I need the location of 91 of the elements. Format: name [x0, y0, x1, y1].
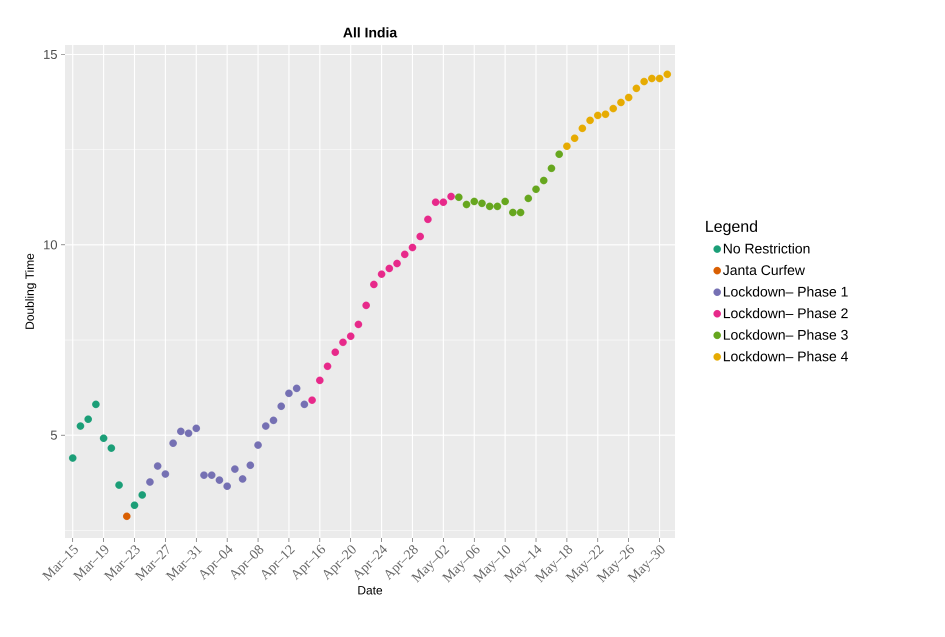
point [238, 475, 246, 483]
y-tick-label: 5 [50, 430, 57, 440]
point [308, 396, 316, 404]
point [516, 208, 524, 216]
point [346, 332, 354, 340]
legend-label: Janta Curfew [723, 264, 805, 276]
point [216, 476, 224, 484]
point [138, 491, 146, 499]
point [246, 461, 254, 470]
point [184, 430, 192, 438]
point [470, 198, 478, 206]
point [316, 376, 324, 384]
point [648, 74, 656, 82]
point [416, 232, 424, 240]
point [154, 462, 162, 470]
point [656, 74, 664, 82]
legend-label: Lockdown– Phase 2 [724, 308, 848, 318]
x-axis-title: Date [358, 586, 382, 594]
point [570, 134, 578, 142]
point [632, 84, 640, 92]
point [68, 454, 77, 462]
y-axis-title: Doubling Time [25, 254, 36, 329]
point [393, 260, 401, 268]
point [177, 428, 185, 436]
point [563, 142, 571, 150]
point [108, 444, 116, 452]
point [292, 384, 300, 392]
point [462, 200, 470, 208]
point [162, 470, 170, 478]
point [285, 390, 293, 398]
legend-label: Lockdown– Phase 4 [724, 351, 848, 362]
point [146, 478, 154, 486]
legend-title: Legend [706, 220, 758, 236]
point [664, 70, 672, 78]
point [115, 481, 123, 489]
y-tick-label: 15 [44, 50, 57, 60]
point [400, 250, 409, 258]
point [555, 150, 563, 158]
point [501, 198, 509, 206]
point [262, 422, 270, 430]
point [362, 302, 370, 310]
point [208, 471, 216, 479]
point [447, 192, 455, 200]
point [432, 198, 440, 206]
chart-title: All India [343, 27, 398, 38]
point [617, 98, 625, 106]
point [192, 424, 200, 432]
point [494, 202, 502, 210]
point [640, 78, 648, 86]
point [254, 441, 262, 449]
point [424, 216, 432, 224]
point [324, 362, 332, 370]
point [624, 94, 632, 102]
point [378, 270, 386, 278]
point [532, 185, 540, 194]
point [578, 124, 586, 132]
point [609, 104, 618, 112]
point [509, 208, 517, 216]
legend-label: No Restriction [724, 243, 810, 254]
point [408, 244, 416, 252]
point [92, 400, 100, 408]
point [339, 338, 347, 346]
point [270, 416, 278, 424]
point [455, 193, 463, 202]
point [122, 512, 131, 520]
point [548, 164, 556, 172]
point [100, 434, 108, 442]
point [440, 198, 448, 206]
y-tick-label: 10 [44, 240, 57, 250]
point [586, 116, 594, 124]
point [386, 264, 394, 272]
point [231, 465, 239, 473]
point [478, 200, 486, 208]
point [524, 194, 532, 202]
point [540, 176, 548, 184]
point [169, 439, 177, 447]
point [594, 112, 602, 120]
point [277, 402, 285, 410]
point [370, 280, 378, 288]
point [200, 471, 208, 479]
point [84, 415, 92, 423]
point [223, 482, 231, 490]
legend-label: Lockdown– Phase 1 [724, 286, 848, 297]
point [331, 348, 340, 356]
point [486, 202, 494, 210]
legend-label: Lockdown– Phase 3 [724, 330, 848, 340]
point [354, 320, 362, 328]
point [76, 422, 84, 430]
point [300, 400, 308, 408]
point [602, 110, 610, 118]
point [130, 501, 138, 510]
